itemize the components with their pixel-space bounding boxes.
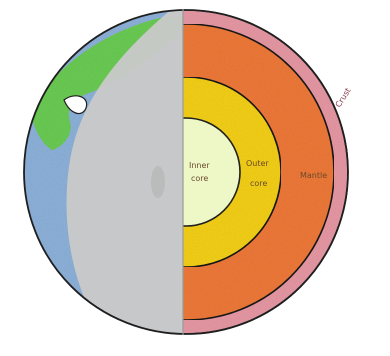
inner-core-label-line1: Inner (189, 161, 210, 170)
mantle-label: Mantle (300, 171, 327, 180)
outer-core-label-line1: Outer (246, 159, 269, 168)
globe-outline (23, 9, 349, 335)
inner-core-layer (183, 117, 241, 227)
crust-label: Crust (334, 86, 353, 109)
shadow-shape (66, 10, 183, 334)
shadow-blot (151, 166, 165, 198)
cross-section-half (183, 9, 349, 335)
outer-core-label-line2: core (250, 179, 267, 188)
globe-exterior-half (24, 10, 183, 334)
inner-core-label-line2: core (191, 174, 208, 183)
land-bay-shape (63, 95, 88, 115)
